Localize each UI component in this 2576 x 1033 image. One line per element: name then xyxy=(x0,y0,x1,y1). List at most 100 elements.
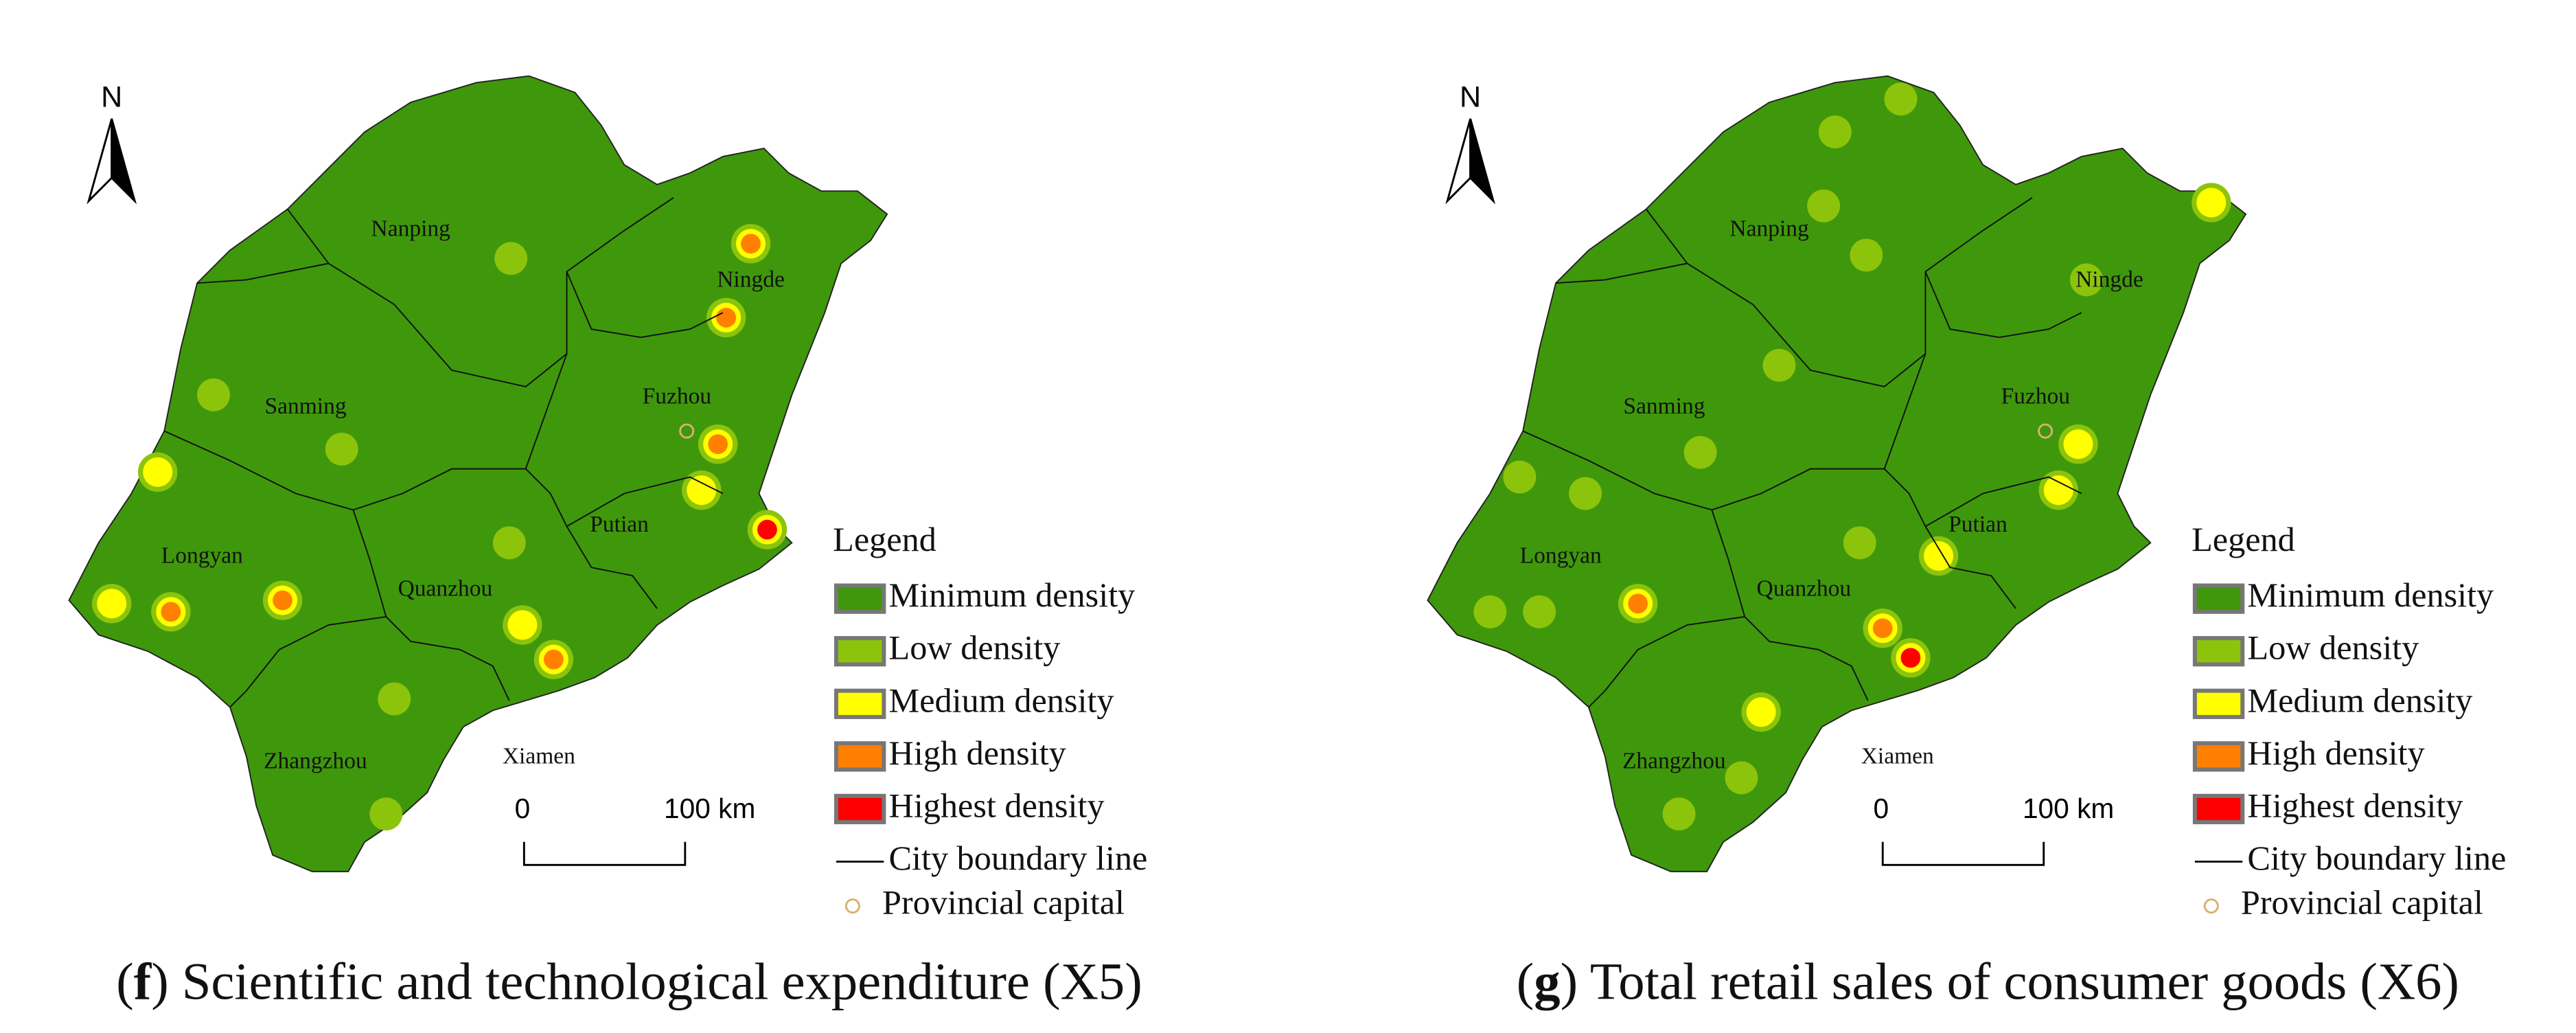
density-core xyxy=(757,519,777,540)
city-label: Ningde xyxy=(717,267,785,293)
scale-end: 100 km xyxy=(2023,793,2114,824)
city-label: Ningde xyxy=(2075,267,2143,293)
scale-start: 0 xyxy=(1874,793,1889,824)
density-spot xyxy=(1725,761,1758,795)
capital-marker xyxy=(679,423,695,439)
caption-part: ( xyxy=(1517,952,1534,1010)
legend-label: High density xyxy=(2247,734,2424,772)
legend-swatch xyxy=(2192,793,2245,825)
legend-label: Highest density xyxy=(2247,786,2463,824)
density-spot xyxy=(143,457,173,487)
legend-label: Medium density xyxy=(2247,681,2472,719)
city-boundary xyxy=(1555,262,1688,284)
city-label: Zhangzhou xyxy=(1622,749,1726,774)
legend-capital-marker xyxy=(844,898,860,914)
city-label: Quanzhou xyxy=(398,576,493,601)
density-spot xyxy=(1884,82,1918,116)
city-boundary xyxy=(566,525,658,609)
city-label: Nanping xyxy=(1729,216,1809,241)
density-core xyxy=(1900,648,1921,668)
city-label: Zhangzhou xyxy=(264,749,367,774)
density-spot xyxy=(1523,595,1556,628)
legend-label: Minimum density xyxy=(889,576,1136,614)
legend-label: Minimum density xyxy=(2247,576,2494,614)
legend-swatch xyxy=(833,636,886,667)
city-boundary xyxy=(525,468,724,527)
caption-part: ( xyxy=(116,952,134,1010)
legend-label: Provincial capital xyxy=(882,883,1125,922)
density-spot xyxy=(1683,435,1717,469)
density-core xyxy=(544,649,564,670)
map-panel: Nanping Ningde Sanming Fuzhou Putian Longyan Q… xyxy=(68,75,1148,1010)
north-arrow-fill xyxy=(111,118,137,205)
density-spot xyxy=(2043,475,2073,506)
legend-swatch xyxy=(833,793,886,825)
city-label: Putian xyxy=(1948,512,2008,537)
density-spot xyxy=(1850,238,1883,272)
city-label: Putian xyxy=(590,512,649,537)
density-spot xyxy=(687,475,717,506)
density-spot xyxy=(1503,460,1537,494)
density-spot xyxy=(2063,429,2093,459)
city-boundary xyxy=(197,262,329,284)
city-boundary xyxy=(1645,196,2033,387)
legend-label: City boundary line xyxy=(2247,839,2506,877)
panel-caption: (g) Total retail sales of consumer goods… xyxy=(1517,952,2459,1010)
city-boundary xyxy=(229,616,387,708)
north-arrow-fill xyxy=(1469,118,1495,205)
legend-label: Highest density xyxy=(889,786,1105,824)
legend-swatch xyxy=(2192,741,2245,772)
density-spot xyxy=(1746,697,1776,727)
legend-capital-marker xyxy=(2203,898,2219,914)
city-boundary xyxy=(1924,525,2016,609)
city-label: Xiamen xyxy=(503,743,575,769)
city-label: Quanzhou xyxy=(1757,576,1852,601)
density-spot xyxy=(2070,263,2103,297)
density-core xyxy=(708,434,728,455)
capital-marker xyxy=(2038,423,2054,439)
city-boundary xyxy=(352,510,510,701)
scale-start: 0 xyxy=(515,793,531,824)
density-spot xyxy=(1924,541,1954,571)
city-label: Sanming xyxy=(265,394,347,419)
density-spot xyxy=(1807,189,1840,223)
density-core xyxy=(1872,618,1893,639)
density-core xyxy=(716,308,736,328)
density-spot xyxy=(1762,348,1796,382)
legend-label: City boundary line xyxy=(889,839,1148,877)
density-spot xyxy=(369,797,403,831)
north-label: N xyxy=(1460,81,1481,114)
density-core xyxy=(741,234,761,254)
legend-label: Provincial capital xyxy=(2241,883,2483,922)
province-outline xyxy=(1427,75,2247,872)
city-label: Xiamen xyxy=(1861,743,1934,769)
north-label: N xyxy=(101,81,122,114)
city-boundary xyxy=(1711,510,1869,701)
city-label: Longyan xyxy=(1520,543,1602,569)
legend-swatch xyxy=(833,583,886,614)
map-panel: Nanping Ningde Sanming Fuzhou Putian Longyan Q… xyxy=(1427,75,2506,1010)
legend-title: Legend xyxy=(833,520,936,558)
city-boundary xyxy=(1883,468,2082,527)
density-spot xyxy=(507,610,538,640)
legend-title: Legend xyxy=(2192,520,2295,558)
density-spot xyxy=(1843,526,1876,560)
city-label: Fuzhou xyxy=(643,383,712,409)
panel-caption: (f) Scientific and technological expendi… xyxy=(116,952,1142,1010)
density-spot xyxy=(494,242,528,275)
legend-swatch xyxy=(2192,688,2245,719)
north-arrow xyxy=(1445,118,1472,205)
caption-part: ) Scientific and technological expenditu… xyxy=(151,952,1142,1010)
city-label: Longyan xyxy=(161,543,243,569)
density-spot xyxy=(1662,797,1696,831)
city-boundary xyxy=(1924,271,2082,339)
scale-end: 100 km xyxy=(664,793,755,824)
density-spot xyxy=(1818,115,1852,148)
city-label: Fuzhou xyxy=(2001,383,2071,409)
city-boundary xyxy=(1522,353,1927,511)
caption-part: ) Total retail sales of consumer goods (… xyxy=(1561,952,2459,1010)
density-spot xyxy=(1569,477,1602,510)
city-boundary xyxy=(286,196,674,387)
